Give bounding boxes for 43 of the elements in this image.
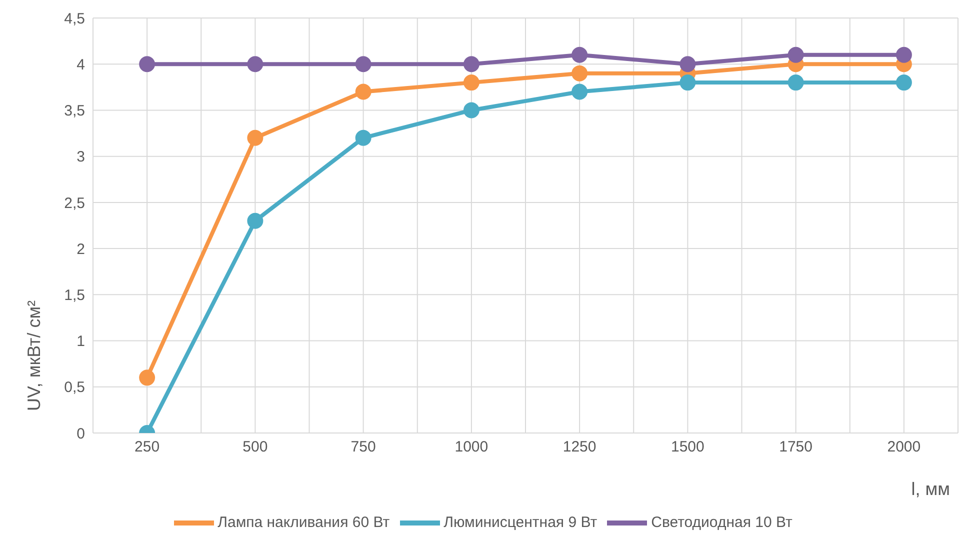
point [680, 56, 696, 72]
y-tick-label: 2,5 [64, 194, 85, 212]
x-tick-label: 1750 [779, 438, 812, 456]
x-tick-label: 2000 [887, 438, 921, 456]
point [247, 212, 264, 229]
point [463, 74, 480, 91]
y-tick-label: 2 [76, 240, 85, 258]
x-tick-label: 1500 [671, 438, 704, 456]
y-tick-label: 4,5 [64, 10, 85, 28]
point [247, 56, 264, 72]
point [680, 74, 696, 91]
point [355, 56, 372, 72]
y-tick-label: 1 [76, 333, 85, 350]
legend-label: Лампа накливания 60 Вт [218, 514, 390, 531]
point [572, 65, 588, 82]
legend-label: Люминисцентная 9 Вт [444, 514, 598, 531]
point [788, 46, 804, 63]
x-tick-label: 1250 [562, 438, 596, 456]
y-tick-label: 0 [76, 425, 85, 442]
point [139, 370, 156, 386]
point [463, 102, 480, 118]
legend-label: Светодиодная 10 Вт [651, 514, 792, 531]
x-tick-label: 1000 [454, 438, 488, 456]
y-axis-title: UV, мкВт/ см² [24, 300, 44, 411]
point [463, 56, 480, 72]
point [896, 74, 912, 91]
x-tick-label: 750 [350, 438, 376, 456]
point [896, 46, 912, 63]
point [355, 84, 372, 100]
y-tick-label: 0,5 [64, 379, 85, 396]
point [139, 56, 156, 72]
point [355, 130, 372, 146]
x-axis-title: l, мм [911, 479, 950, 499]
y-tick-label: 3 [76, 148, 85, 166]
point [572, 46, 588, 63]
y-tick-label: 3,5 [64, 102, 85, 120]
y-tick-label: 4 [76, 56, 85, 74]
y-tick-label: 1,5 [64, 286, 85, 304]
x-tick-label: 250 [134, 438, 160, 456]
point [247, 130, 264, 146]
point [572, 84, 588, 100]
point [788, 74, 804, 91]
x-tick-label: 500 [242, 438, 268, 456]
